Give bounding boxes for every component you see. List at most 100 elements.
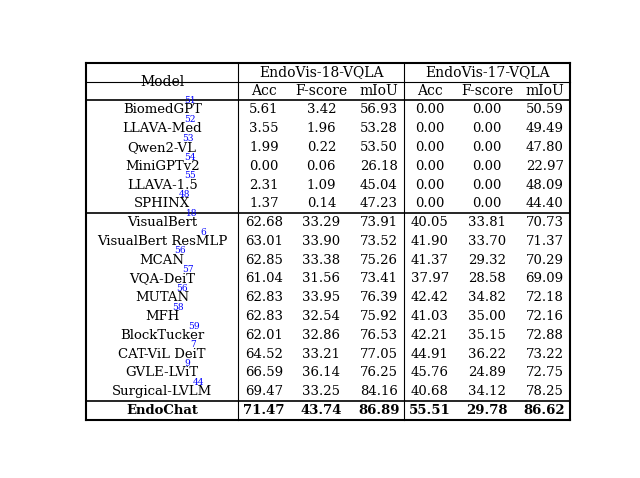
Text: 43.74: 43.74 [301,404,342,417]
Text: MCAN: MCAN [140,254,185,267]
Text: 0.00: 0.00 [415,103,444,116]
Text: 73.91: 73.91 [360,216,398,229]
Text: 56.93: 56.93 [360,103,398,116]
Text: 5.61: 5.61 [249,103,278,116]
Text: 9: 9 [184,359,190,368]
Text: 3.42: 3.42 [307,103,336,116]
Text: 0.00: 0.00 [472,178,502,192]
Text: 86.89: 86.89 [358,404,399,417]
Text: 35.00: 35.00 [468,310,506,323]
Text: 0.22: 0.22 [307,141,336,154]
Text: 70.73: 70.73 [525,216,564,229]
Text: 33.70: 33.70 [468,235,506,248]
Text: EndoVis-18-VQLA: EndoVis-18-VQLA [259,65,383,79]
Text: 48: 48 [179,190,190,199]
Text: 69.47: 69.47 [244,385,283,398]
Text: 69.09: 69.09 [525,272,564,285]
Text: 62.68: 62.68 [245,216,283,229]
Text: 33.29: 33.29 [302,216,340,229]
Text: 28.58: 28.58 [468,272,506,285]
Text: 72.88: 72.88 [525,329,564,342]
Text: 0.00: 0.00 [472,197,502,210]
Text: 72.18: 72.18 [525,291,564,304]
Text: Qwen2-VL: Qwen2-VL [127,141,196,154]
Text: 50.59: 50.59 [525,103,564,116]
Text: 47.80: 47.80 [525,141,564,154]
Text: VQA-DeiT: VQA-DeiT [129,272,195,285]
Text: 40.05: 40.05 [411,216,449,229]
Text: 24.89: 24.89 [468,367,506,380]
Text: 58: 58 [172,303,184,312]
Text: 45.04: 45.04 [360,178,397,192]
Text: 26.18: 26.18 [360,160,397,173]
Text: 70.29: 70.29 [525,254,564,267]
Text: 18: 18 [186,209,198,218]
Text: 32.54: 32.54 [302,310,340,323]
Text: 7: 7 [191,340,196,349]
Text: 59: 59 [188,322,200,331]
Text: 41.03: 41.03 [411,310,449,323]
Text: 35.15: 35.15 [468,329,506,342]
Text: 0.00: 0.00 [472,122,502,135]
Text: 62.85: 62.85 [245,254,283,267]
Text: 72.75: 72.75 [525,367,564,380]
Text: 0.00: 0.00 [249,160,278,173]
Text: 3.55: 3.55 [249,122,278,135]
Text: 33.21: 33.21 [302,348,340,360]
Text: 45.76: 45.76 [411,367,449,380]
Text: 56: 56 [174,247,186,255]
Text: 86.62: 86.62 [524,404,566,417]
Text: 0.00: 0.00 [415,122,444,135]
Text: 1.96: 1.96 [307,122,336,135]
Text: 40.68: 40.68 [411,385,449,398]
Text: 33.38: 33.38 [302,254,340,267]
Text: 36.14: 36.14 [302,367,340,380]
Text: 76.25: 76.25 [360,367,398,380]
Text: 64.52: 64.52 [245,348,283,360]
Text: 0.00: 0.00 [472,141,502,154]
Text: Acc: Acc [417,84,442,98]
Text: 22.97: 22.97 [525,160,564,173]
Text: 53: 53 [182,134,194,143]
Text: 0.00: 0.00 [472,160,502,173]
Text: F-score: F-score [461,84,513,98]
Text: 77.05: 77.05 [360,348,398,360]
Text: 44.91: 44.91 [411,348,449,360]
Text: 71.37: 71.37 [525,235,564,248]
Text: 0.00: 0.00 [415,141,444,154]
Text: Model: Model [140,75,184,89]
Text: VisualBert ResMLP: VisualBert ResMLP [97,235,227,248]
Text: 71.47: 71.47 [243,404,285,417]
Text: 33.25: 33.25 [302,385,340,398]
Text: 36.22: 36.22 [468,348,506,360]
Text: EndoChat: EndoChat [126,404,198,417]
Text: 0.06: 0.06 [307,160,336,173]
Text: 32.86: 32.86 [302,329,340,342]
Text: 75.26: 75.26 [360,254,398,267]
Text: 61.04: 61.04 [245,272,283,285]
Text: 44.40: 44.40 [526,197,563,210]
Text: 0.00: 0.00 [415,197,444,210]
Text: 62.83: 62.83 [245,310,283,323]
Text: 49.49: 49.49 [525,122,564,135]
Text: BlockTucker: BlockTucker [120,329,204,342]
Text: CAT-ViL DeiT: CAT-ViL DeiT [118,348,206,360]
Text: 0.00: 0.00 [415,178,444,192]
Text: mIoU: mIoU [525,84,564,98]
Text: 53.50: 53.50 [360,141,397,154]
Text: 1.37: 1.37 [249,197,278,210]
Text: 42.42: 42.42 [411,291,449,304]
Text: 66.59: 66.59 [244,367,283,380]
Text: 0.00: 0.00 [415,160,444,173]
Text: 54: 54 [184,152,196,162]
Text: 47.23: 47.23 [360,197,398,210]
Text: 55.51: 55.51 [409,404,451,417]
Text: 2.31: 2.31 [249,178,278,192]
Text: 41.37: 41.37 [411,254,449,267]
Text: 0.00: 0.00 [472,103,502,116]
Text: 0.14: 0.14 [307,197,336,210]
Text: 51: 51 [184,96,196,105]
Text: 42.21: 42.21 [411,329,449,342]
Text: 62.83: 62.83 [245,291,283,304]
Text: 56: 56 [176,284,188,293]
